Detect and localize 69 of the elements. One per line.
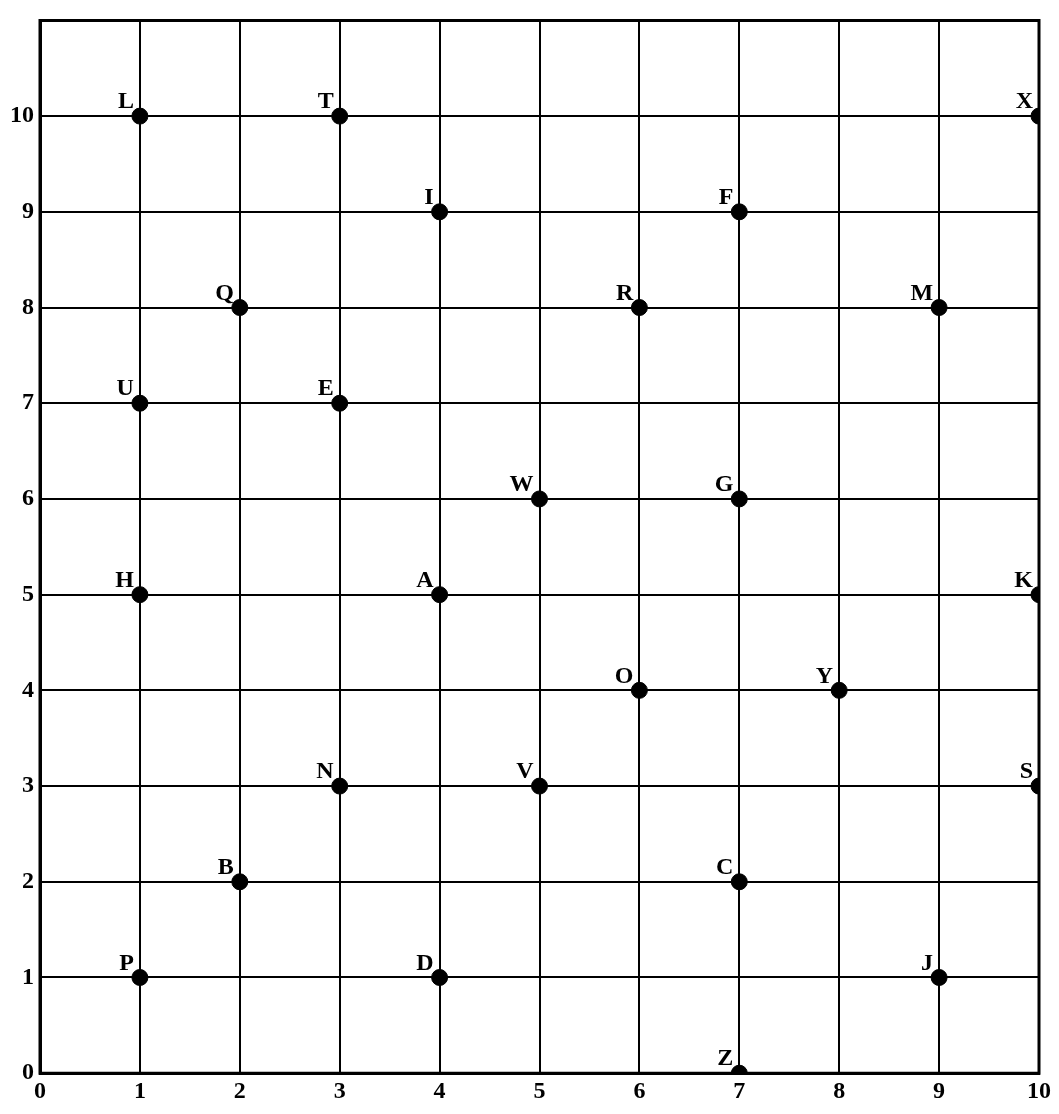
annotation: I <box>424 183 434 210</box>
annotation: V <box>516 757 535 784</box>
x-tick-label: 9 <box>933 1076 946 1103</box>
annotation: B <box>217 852 234 879</box>
point <box>730 490 748 508</box>
x-tick-label: 7 <box>733 1076 746 1103</box>
annotation: P <box>119 948 134 975</box>
point <box>431 968 449 986</box>
point <box>231 299 249 317</box>
annotation: R <box>616 278 635 305</box>
x-tick-label: 5 <box>533 1076 546 1103</box>
annotation: M <box>910 278 934 305</box>
y-tick-label: 3 <box>22 771 34 798</box>
annotation: E <box>317 374 334 401</box>
point <box>331 107 349 125</box>
point <box>630 681 648 699</box>
x-tick-label: 2 <box>233 1076 246 1103</box>
x-tick-label: 10 <box>1027 1076 1051 1103</box>
annotation: N <box>316 757 335 784</box>
annotation: C <box>715 852 734 879</box>
y-tick-label: 4 <box>22 675 34 702</box>
y-tick-label: 1 <box>22 962 34 989</box>
point <box>131 586 149 604</box>
annotation: X <box>1015 87 1034 114</box>
annotation: A <box>416 565 435 592</box>
point <box>730 873 748 891</box>
annotation: D <box>416 948 434 975</box>
point <box>630 299 648 317</box>
x-tick-label: 3 <box>333 1076 346 1103</box>
y-tick-label: 9 <box>22 197 34 224</box>
point <box>531 490 548 508</box>
annotation: W <box>509 470 534 497</box>
point <box>930 968 948 986</box>
annotation: H <box>115 565 135 592</box>
annotation: J <box>921 948 934 975</box>
point <box>830 681 848 699</box>
annotation: T <box>317 87 334 114</box>
annotation: U <box>116 374 134 401</box>
x-tick-label: 4 <box>433 1076 446 1103</box>
x-tick-label: 1 <box>133 1076 146 1103</box>
point <box>930 299 948 317</box>
y-tick-label: 8 <box>22 292 34 319</box>
point <box>431 586 449 604</box>
point <box>131 394 149 412</box>
x-tick-label: 6 <box>633 1076 646 1103</box>
x-tick-label: 8 <box>833 1076 846 1103</box>
annotation: O <box>614 661 634 688</box>
y-tick-label: 5 <box>22 579 34 606</box>
y-tick-label: 6 <box>22 484 34 511</box>
annotation: S <box>1019 757 1033 784</box>
y-tick-label: 0 <box>22 1058 34 1085</box>
annotation: Q <box>215 278 234 305</box>
annotation: K <box>1014 565 1034 592</box>
point <box>730 203 748 221</box>
point <box>131 107 149 125</box>
point <box>431 203 449 221</box>
annotation: F <box>718 183 734 210</box>
point <box>331 394 349 412</box>
annotation: Y <box>815 661 834 688</box>
y-tick-label: 7 <box>22 388 34 415</box>
y-tick-label: 10 <box>10 101 34 128</box>
annotation: G <box>714 470 734 497</box>
point <box>331 777 349 795</box>
y-tick-label: 2 <box>22 866 34 893</box>
point <box>131 968 149 986</box>
annotation: Z <box>717 1044 734 1071</box>
annotation: L <box>117 87 134 114</box>
point <box>231 873 249 891</box>
point <box>531 777 548 795</box>
